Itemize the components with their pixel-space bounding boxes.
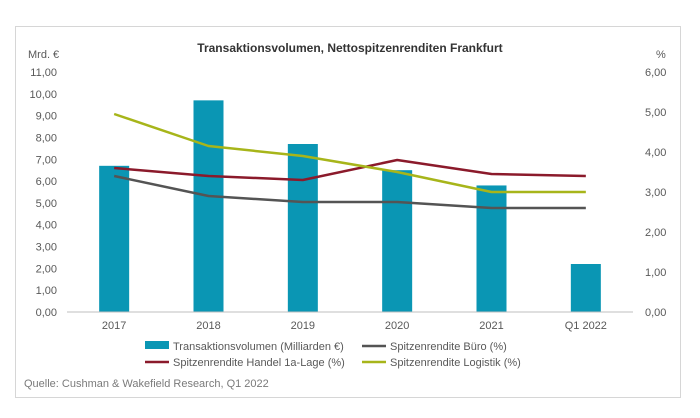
legend-label: Spitzenrendite Handel 1a-Lage (%): [173, 357, 345, 369]
right-axis-label: %: [656, 49, 666, 61]
x-tick-label: 2018: [196, 320, 220, 332]
series-line-0: [113, 174, 586, 210]
chart-title: Transaktionsvolumen, Nettospitzenrendite…: [197, 41, 502, 55]
left-tick-label: 6,00: [36, 176, 57, 188]
source-note: Quelle: Cushman & Wakefield Research, Q1…: [24, 378, 269, 390]
right-tick-label: 2,00: [645, 227, 666, 239]
legend-label: Transaktionsvolumen (Milliarden €): [173, 341, 344, 353]
left-tick-label: 9,00: [36, 111, 57, 123]
bar-2018: [193, 100, 224, 312]
left-axis-label: Mrd. €: [28, 49, 59, 61]
left-tick-label: 1,00: [36, 285, 57, 297]
left-tick-label: 0,00: [36, 307, 57, 319]
left-tick-label: 3,00: [36, 242, 57, 254]
right-tick-label: 1,00: [645, 267, 666, 279]
x-tick-label: 2020: [385, 320, 409, 332]
bar-Q1 2022: [570, 264, 601, 312]
left-tick-label: 4,00: [36, 220, 57, 232]
bar-2021: [476, 185, 507, 312]
right-tick-label: 6,00: [645, 67, 666, 79]
left-tick-label: 7,00: [36, 154, 57, 166]
legend-label: Spitzenrendite Logistik (%): [390, 357, 521, 369]
right-tick-label: 3,00: [645, 187, 666, 199]
left-tick-label: 8,00: [36, 132, 57, 144]
right-tick-label: 5,00: [645, 107, 666, 119]
x-tick-label: Q1 2022: [565, 320, 607, 332]
x-tick-label: 2017: [102, 320, 126, 332]
x-tick-label: 2021: [479, 320, 503, 332]
bar-2020: [382, 170, 413, 312]
left-tick-label: 10,00: [29, 89, 57, 101]
x-tick-label: 2019: [291, 320, 315, 332]
right-tick-label: 0,00: [645, 307, 666, 319]
legend-label: Spitzenrendite Büro (%): [390, 341, 507, 353]
left-tick-label: 2,00: [36, 263, 57, 275]
left-tick-label: 11,00: [30, 67, 57, 79]
bar-2019: [287, 144, 318, 312]
left-tick-label: 5,00: [36, 198, 57, 210]
bar-2017: [99, 165, 130, 312]
right-tick-label: 4,00: [645, 147, 666, 159]
series-line-1: [114, 158, 586, 182]
series-line-2: [113, 112, 586, 194]
legend-swatch-bar: [145, 341, 169, 349]
